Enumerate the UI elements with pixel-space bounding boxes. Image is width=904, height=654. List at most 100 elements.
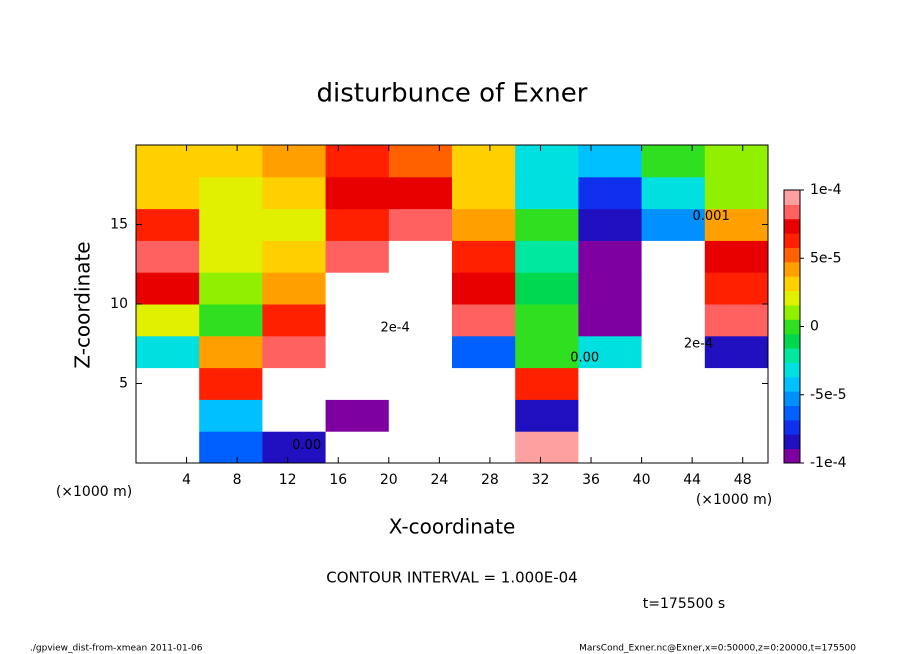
heat-cell: [452, 431, 516, 464]
heat-cell: [388, 176, 453, 210]
contour-label: 2e-4: [684, 336, 713, 351]
colorbar-swatch: [784, 391, 800, 407]
heat-cell: [262, 431, 327, 464]
heat-cell: [325, 367, 390, 400]
heat-cell: [262, 367, 327, 400]
heat-cell: [388, 367, 453, 400]
heat-cell: [136, 272, 200, 305]
colorbar-swatch: [784, 233, 800, 248]
heat-cell: [136, 145, 200, 178]
colorbar-tick-label: -1e-4: [810, 455, 847, 471]
heat-cell: [515, 304, 579, 337]
colorbar-tick-label: 0: [810, 319, 819, 335]
heat-cell: [452, 240, 516, 273]
colorbar-swatch: [784, 333, 800, 349]
heat-cell: [641, 208, 706, 241]
colorbar-swatch: [784, 261, 800, 277]
heat-cell: [388, 145, 453, 178]
heat-cell: [199, 367, 263, 400]
heat-cell: [262, 304, 327, 337]
footer-right: MarsCond_Exner.nc@Exner,x=0:50000,z=0:20…: [579, 644, 856, 654]
heat-cell: [578, 335, 643, 369]
colorbar-swatch: [784, 304, 800, 320]
heat-cell: [136, 367, 200, 400]
y-unit-label: (×1000 m): [56, 484, 132, 500]
heat-cell: [452, 399, 516, 432]
heat-cell: [262, 208, 327, 241]
heat-cell: [325, 272, 390, 305]
heat-cell: [641, 145, 706, 178]
heat-cell: [199, 208, 263, 241]
heat-cell: [262, 240, 327, 273]
heat-cell: [199, 145, 263, 178]
x-tick-label: 48: [734, 472, 752, 488]
colorbar-swatch: [784, 448, 800, 464]
heat-cell: [452, 176, 516, 210]
heat-cell: [515, 399, 579, 432]
heat-cell: [704, 176, 769, 210]
heat-cell: [704, 145, 769, 178]
x-tick-label: 44: [683, 472, 701, 488]
heat-cell: [515, 240, 579, 273]
heat-cell: [641, 176, 706, 210]
x-tick-label: 36: [582, 472, 600, 488]
x-tick-label: 8: [233, 472, 242, 488]
heat-cell: [136, 176, 200, 210]
contour-label: 0.001: [693, 209, 730, 224]
heat-cell: [578, 240, 643, 273]
heat-cell: [452, 208, 516, 241]
heat-cell: [704, 367, 769, 400]
heat-cell: [704, 399, 769, 432]
colorbar-swatch: [784, 405, 800, 421]
chart-title: disturbunce of Exner: [317, 79, 588, 109]
heat-cell: [641, 304, 706, 337]
contour-interval: CONTOUR INTERVAL = 1.000E-04: [326, 569, 577, 587]
heat-cell: [136, 335, 200, 369]
heat-cell: [325, 304, 390, 337]
heat-cell: [641, 431, 706, 464]
heat-cell: [515, 145, 579, 178]
x-tick-label: 32: [532, 472, 550, 488]
heat-cell: [388, 399, 453, 432]
heat-cell: [388, 208, 453, 241]
heat-cell: [452, 335, 516, 369]
contour-label: 2e-4: [381, 320, 410, 335]
heat-cell: [704, 304, 769, 337]
heat-cell: [199, 304, 263, 337]
colorbar-swatch: [784, 319, 800, 335]
heat-cell: [262, 176, 327, 210]
heat-cell: [641, 335, 706, 369]
x-unit-label: (×1000 m): [696, 492, 772, 508]
heat-cell: [515, 367, 579, 400]
heat-cell: [704, 272, 769, 305]
colorbar-swatch: [784, 247, 800, 263]
heat-cell: [515, 272, 579, 305]
y-tick-label: 5: [119, 376, 128, 392]
footer-left: ./gpview_dist-from-xmean 2011-01-06: [30, 644, 203, 654]
x-axis-title: X-coordinate: [389, 515, 516, 539]
heat-cell: [452, 145, 516, 178]
colorbar-swatch: [784, 362, 800, 378]
heat-cell: [136, 431, 200, 464]
heat-cell: [199, 176, 263, 210]
colorbar-swatch: [784, 348, 800, 363]
colorbar-tick-label: 5e-5: [810, 250, 841, 266]
heat-cell: [578, 367, 643, 400]
heat-cell: [641, 240, 706, 273]
x-tick-label: 12: [279, 472, 297, 488]
time-label: t=175500 s: [643, 596, 725, 612]
heat-cell: [578, 145, 643, 178]
heat-cell: [199, 399, 263, 432]
heat-cell: [388, 240, 453, 273]
colorbar-swatch: [784, 434, 800, 450]
heat-cell: [325, 240, 390, 273]
x-tick-label: 40: [633, 472, 651, 488]
colorbar-swatch: [784, 376, 800, 392]
heat-cell: [452, 272, 516, 305]
heat-cell: [452, 367, 516, 400]
colorbar-swatch: [784, 204, 800, 220]
heat-cell: [578, 176, 643, 210]
heat-cell: [199, 335, 263, 369]
x-tick-label: 20: [380, 472, 398, 488]
